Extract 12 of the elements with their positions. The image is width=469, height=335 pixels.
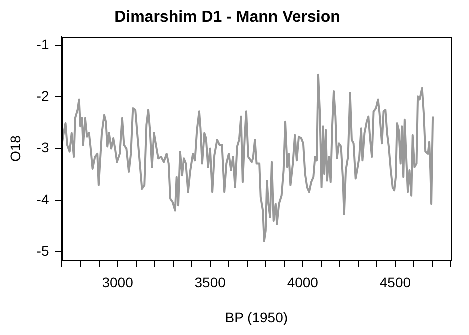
x-axis-title: BP (1950) [225, 309, 288, 326]
y-axis-title: O18 [7, 135, 24, 162]
x-tick-label: 4000 [287, 274, 319, 291]
y-tick-label: -3 [36, 140, 50, 156]
y-tick-label: -1 [36, 36, 50, 52]
chart-title: Dimarshim D1 - Mann Version [114, 9, 340, 26]
x-tick-label: 4500 [380, 274, 412, 291]
y-tick-label: -4 [36, 191, 50, 208]
x-tick-label: 3000 [102, 274, 134, 291]
y-tick-label: -2 [36, 88, 50, 104]
x-tick-label: 3500 [194, 274, 226, 291]
y-tick-label: -5 [36, 242, 50, 259]
